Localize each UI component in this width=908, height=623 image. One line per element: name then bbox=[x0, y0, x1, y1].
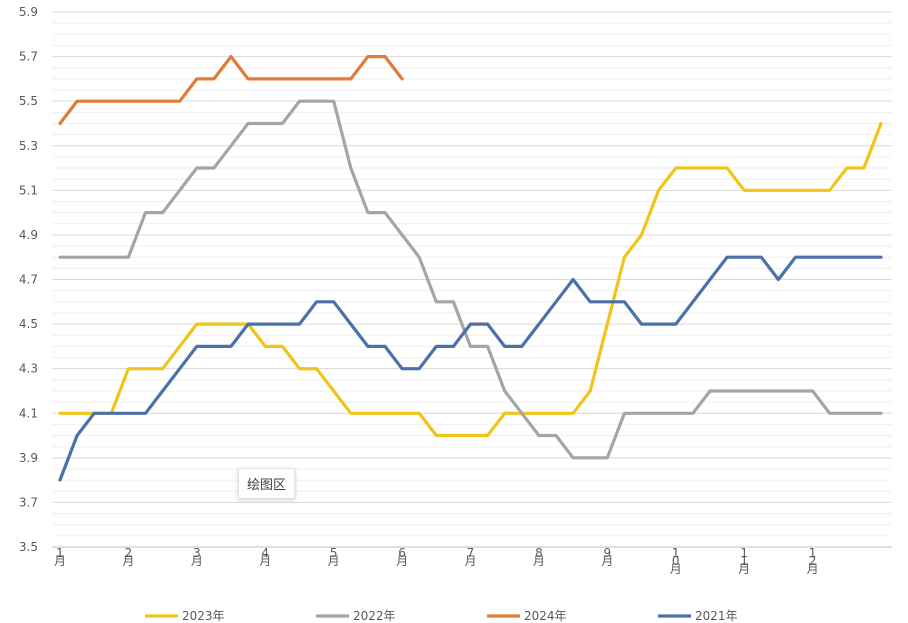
legend-label: 2021年 bbox=[695, 609, 738, 623]
svg-text:1: 1 bbox=[740, 546, 748, 560]
legend-label: 2024年 bbox=[524, 609, 567, 623]
x-month-label: 1月 bbox=[54, 546, 66, 568]
x-month-label: 5月 bbox=[328, 546, 340, 568]
legend-item-2024[interactable]: 2024年 bbox=[487, 609, 567, 623]
svg-text:月: 月 bbox=[191, 554, 203, 568]
svg-text:1: 1 bbox=[809, 546, 817, 560]
x-month-label: 7月 bbox=[464, 546, 476, 568]
legend-item-2022[interactable]: 2022年 bbox=[316, 609, 396, 623]
y-tick-label: 3.5 bbox=[19, 540, 38, 554]
svg-text:0: 0 bbox=[672, 554, 680, 568]
svg-text:8: 8 bbox=[535, 546, 543, 560]
svg-text:1: 1 bbox=[740, 554, 748, 568]
svg-text:2: 2 bbox=[809, 554, 817, 568]
y-tick-label: 4.7 bbox=[19, 273, 38, 287]
x-month-label: 8月 bbox=[533, 546, 545, 568]
series-line-2022[interactable] bbox=[58, 99, 883, 460]
y-tick-label: 5.3 bbox=[19, 139, 38, 153]
svg-text:月: 月 bbox=[396, 554, 408, 568]
y-tick-label: 5.9 bbox=[19, 5, 38, 19]
svg-text:6: 6 bbox=[398, 546, 406, 560]
legend[interactable]: 2023年 2022年 2024年 2021年 bbox=[145, 609, 738, 623]
svg-text:5: 5 bbox=[330, 546, 338, 560]
svg-text:月: 月 bbox=[670, 562, 682, 576]
legend-item-2023[interactable]: 2023年 bbox=[145, 609, 225, 623]
x-month-label: 10月 bbox=[670, 546, 682, 576]
svg-text:1: 1 bbox=[672, 546, 680, 560]
y-tick-label: 4.9 bbox=[19, 228, 38, 242]
x-month-label: 3月 bbox=[191, 546, 203, 568]
svg-text:月: 月 bbox=[601, 554, 613, 568]
x-month-label: 11月 bbox=[738, 546, 750, 576]
x-month-label: 4月 bbox=[259, 546, 271, 568]
svg-text:4: 4 bbox=[261, 546, 269, 560]
legend-item-2021[interactable]: 2021年 bbox=[658, 609, 738, 623]
y-tick-label: 4.3 bbox=[19, 362, 38, 376]
svg-text:月: 月 bbox=[54, 554, 66, 568]
y-tick-label: 3.9 bbox=[19, 451, 38, 465]
svg-text:月: 月 bbox=[807, 562, 819, 576]
svg-text:2: 2 bbox=[125, 546, 133, 560]
svg-text:1: 1 bbox=[56, 546, 64, 560]
y-tick-label: 4.5 bbox=[19, 317, 38, 331]
x-month-label: 12月 bbox=[807, 546, 819, 576]
y-tick-label: 5.7 bbox=[19, 50, 38, 64]
svg-text:9: 9 bbox=[604, 546, 612, 560]
svg-text:月: 月 bbox=[533, 554, 545, 568]
y-tick-label: 4.1 bbox=[19, 406, 38, 420]
y-tick-label: 5.5 bbox=[19, 94, 38, 108]
series-lines bbox=[58, 54, 883, 482]
legend-label: 2023年 bbox=[182, 609, 225, 623]
series-line-2023[interactable] bbox=[58, 121, 883, 438]
svg-text:7: 7 bbox=[467, 546, 475, 560]
plot-area-tooltip: 绘图区 bbox=[238, 468, 296, 499]
x-month-label: 6月 bbox=[396, 546, 408, 568]
svg-text:月: 月 bbox=[259, 554, 271, 568]
svg-text:3: 3 bbox=[193, 546, 201, 560]
series-line-2021[interactable] bbox=[58, 255, 883, 482]
x-month-label: 9月 bbox=[601, 546, 613, 568]
y-tick-label: 5.1 bbox=[19, 183, 38, 197]
legend-label: 2022年 bbox=[353, 609, 396, 623]
gridlines bbox=[52, 11, 892, 548]
y-tick-label: 3.7 bbox=[19, 495, 38, 509]
series-line-2024[interactable] bbox=[58, 54, 404, 126]
svg-text:月: 月 bbox=[464, 554, 476, 568]
svg-text:月: 月 bbox=[122, 554, 134, 568]
x-month-label: 2月 bbox=[122, 546, 134, 568]
y-axis: 3.5 3.7 3.9 4.1 4.3 4.5 4.7 4.9 5.1 5.3 5.5 5.7 5.9 bbox=[19, 5, 38, 554]
svg-text:月: 月 bbox=[738, 562, 750, 576]
svg-text:月: 月 bbox=[328, 554, 340, 568]
